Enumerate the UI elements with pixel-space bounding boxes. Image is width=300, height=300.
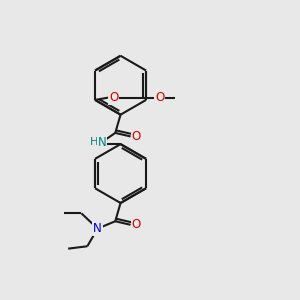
Text: N: N [98,136,106,149]
Text: N: N [93,222,102,235]
Text: H: H [90,137,98,147]
Text: O: O [132,130,141,143]
Text: O: O [109,91,118,104]
Text: O: O [155,91,164,104]
Text: O: O [132,218,141,231]
